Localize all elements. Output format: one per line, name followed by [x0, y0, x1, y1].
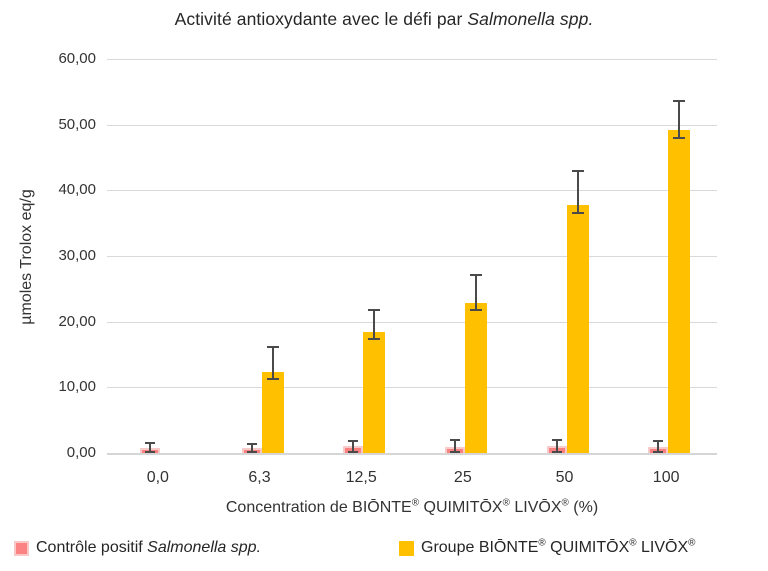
error-bar-series0-cat2: [352, 440, 355, 452]
error-cap-bottom: [368, 338, 381, 341]
bar-series1-cat3: [464, 302, 487, 453]
error-cap-bottom: [571, 212, 584, 215]
error-bar-series0-cat5: [657, 441, 660, 453]
error-cap-bottom: [653, 451, 664, 454]
legend-item-groupe: Groupe BIŌNTE® QUIMITŌX® LIVŌX®: [399, 537, 695, 559]
error-cap-top: [266, 346, 279, 349]
gridline-y50: [107, 124, 717, 126]
legend-swatch-groupe: [399, 540, 414, 556]
bar-series1-cat5: [668, 129, 691, 453]
error-cap-bottom: [449, 451, 460, 454]
bar-series1-cat4: [566, 204, 589, 453]
bar-series1-cat1: [261, 371, 284, 453]
legend-item-controle: Contrôle positif Salmonella spp.: [14, 537, 261, 559]
error-cap-top: [673, 100, 686, 103]
error-bar-series1-cat2: [373, 309, 376, 340]
error-cap-top: [246, 442, 257, 445]
x-tick-label: 100: [652, 469, 680, 486]
x-tick-label: 0,0: [146, 469, 169, 486]
y-tick-label: 50,00: [58, 115, 96, 133]
gridline-y60: [107, 59, 717, 60]
error-cap-top: [653, 440, 664, 443]
error-cap-top: [144, 442, 155, 445]
error-cap-bottom: [144, 451, 155, 454]
error-cap-bottom: [348, 451, 359, 453]
error-cap-top: [571, 169, 584, 172]
error-cap-top: [368, 308, 381, 311]
error-cap-top: [348, 439, 359, 442]
y-tick-label: 0,00: [66, 444, 96, 461]
legend-label-controle: Contrôle positif Salmonella spp.: [36, 539, 262, 556]
error-bar-series0-cat4: [555, 439, 558, 452]
legend-swatch-controle: [14, 540, 29, 556]
error-cap-top: [449, 438, 460, 441]
gridline-y40: [107, 190, 717, 192]
error-cap-bottom: [551, 451, 562, 453]
x-tick-label: 6,3: [248, 469, 271, 486]
bar-series1-cat2: [363, 331, 386, 453]
legend-label-groupe: Groupe BIŌNTE® QUIMITŌX® LIVŌX®: [421, 537, 696, 556]
error-bar-series0-cat0: [148, 443, 151, 453]
error-bar-series0-cat1: [250, 443, 253, 453]
error-bar-series1-cat3: [474, 275, 477, 310]
error-bar-series1-cat4: [576, 170, 579, 214]
error-bar-series1-cat1: [271, 347, 274, 379]
error-cap-bottom: [246, 451, 257, 454]
gridline-y20: [107, 321, 717, 323]
x-axis-line: [107, 453, 717, 455]
x-axis-title: Concentration de BIŌNTE® QUIMITŌX® LIVŌX…: [225, 497, 599, 516]
x-tick-label: 12,5: [345, 469, 377, 486]
chart-title: Activité antioxydante avec le défi par S…: [0, 9, 768, 30]
gridline-y30: [107, 256, 717, 257]
y-tick-label: 10,00: [58, 378, 96, 396]
error-cap-top: [469, 274, 482, 277]
chart-title-text: Activité antioxydante avec le défi par: [174, 9, 468, 29]
gridline-y10: [107, 387, 717, 389]
error-bar-series0-cat3: [453, 439, 456, 453]
error-cap-bottom: [469, 308, 482, 311]
error-cap-top: [551, 438, 562, 441]
y-tick-label: 30,00: [58, 247, 96, 264]
y-tick-label: 60,00: [58, 50, 96, 67]
legend: Contrôle positif Salmonella spp. Groupe …: [0, 537, 768, 561]
x-tick-label: 50: [555, 469, 574, 486]
error-bar-series1-cat5: [678, 101, 681, 138]
chart-title-species: Salmonella spp.: [467, 9, 594, 29]
error-cap-bottom: [673, 136, 686, 139]
y-tick-label: 40,00: [58, 181, 96, 199]
x-tick-label: 25: [453, 469, 472, 486]
y-tick-label: 20,00: [58, 312, 96, 330]
error-cap-bottom: [266, 377, 279, 380]
